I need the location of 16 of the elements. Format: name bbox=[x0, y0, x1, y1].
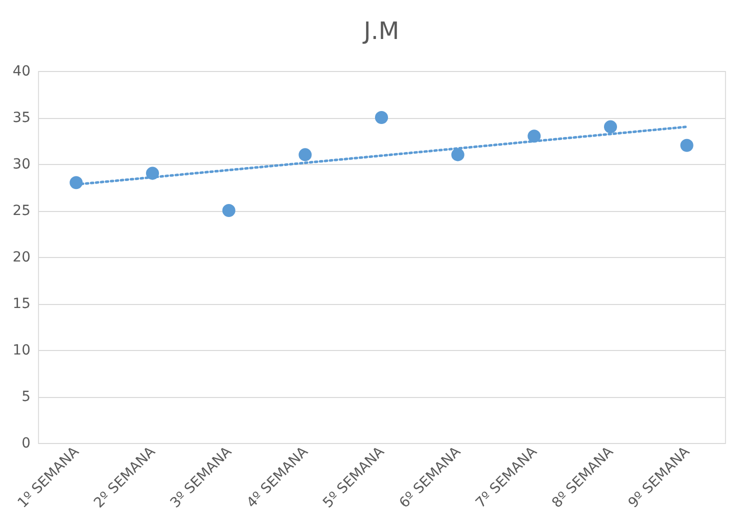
y-tick-label: 5 bbox=[22, 389, 30, 405]
point bbox=[680, 138, 694, 152]
y-tick-label: 10 bbox=[12, 342, 30, 358]
point bbox=[451, 148, 464, 162]
y-tick-label: 25 bbox=[12, 203, 30, 219]
y-tick-label: 15 bbox=[12, 296, 30, 312]
point bbox=[222, 204, 236, 218]
point bbox=[604, 120, 618, 134]
y-tick-label: 40 bbox=[12, 64, 30, 80]
point bbox=[298, 148, 312, 162]
y-tick-label: 30 bbox=[12, 156, 30, 172]
y-tick-label: 35 bbox=[12, 110, 30, 126]
y-tick-label: 0 bbox=[22, 436, 30, 452]
point bbox=[374, 110, 388, 124]
chart-title: J.M bbox=[362, 17, 400, 45]
y-tick-label: 20 bbox=[12, 250, 30, 266]
